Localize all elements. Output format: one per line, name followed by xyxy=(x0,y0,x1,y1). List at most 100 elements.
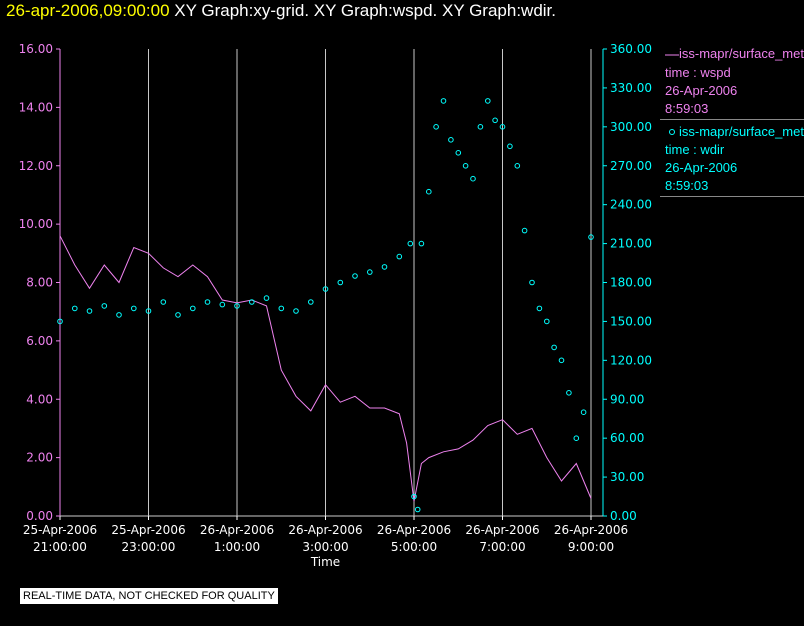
wdir-point xyxy=(440,98,447,104)
header-graph-titles: XY Graph:xy-grid. XY Graph:wspd. XY Grap… xyxy=(174,1,557,20)
wdir-point xyxy=(190,305,196,312)
right-tick-label: 300.00 xyxy=(610,120,652,134)
wdir-point xyxy=(234,303,240,309)
right-tick-label: 30.00 xyxy=(610,470,644,484)
left-tick-label: 0.00 xyxy=(26,509,53,523)
x-tick-label-date: 26-Apr-2006 xyxy=(377,523,451,537)
left-tick-label: 14.00 xyxy=(19,100,53,114)
wdir-point xyxy=(492,117,498,124)
x-axis-title: Time xyxy=(310,555,340,569)
wdir-point xyxy=(536,305,543,312)
wdir-point xyxy=(249,299,255,305)
wdir-point xyxy=(367,269,373,275)
legend-wdir-date: 26-Apr-2006 xyxy=(665,160,738,176)
axes xyxy=(56,48,607,520)
legend-wspd: iss-mapr/surface_met time : wspd 26-Apr-… xyxy=(660,44,804,120)
legend: iss-mapr/surface_met time : wspd 26-Apr-… xyxy=(660,44,804,198)
wdir-point xyxy=(101,303,108,309)
right-tick-label: 180.00 xyxy=(610,276,652,290)
x-tick-label-time: 3:00:00 xyxy=(302,540,348,554)
x-tick-label-date: 26-Apr-2006 xyxy=(465,523,539,537)
wdir-point xyxy=(308,299,314,305)
x-tick-label-time: 7:00:00 xyxy=(479,540,525,554)
x-tick-label-date: 26-Apr-2006 xyxy=(554,523,628,537)
left-tick-label: 12.00 xyxy=(19,159,53,173)
legend-wdir-series-row: iss-mapr/surface_met xyxy=(665,123,804,142)
wdir-point xyxy=(411,493,417,500)
x-tick-label-time: 21:00:00 xyxy=(33,540,87,554)
quality-disclaimer: REAL-TIME DATA, NOT CHECKED FOR QUALITY xyxy=(20,588,278,604)
right-tick-label: 330.00 xyxy=(610,81,652,95)
wdir-point xyxy=(485,98,491,104)
wdir-point xyxy=(337,279,344,286)
left-tick-label: 2.00 xyxy=(26,451,53,465)
wdir-point xyxy=(499,124,506,130)
right-tick-label: 90.00 xyxy=(610,392,644,406)
x-tick-label-date: 26-Apr-2006 xyxy=(288,523,362,537)
legend-wspd-time: 8:59:03 xyxy=(665,100,709,116)
wdir-point xyxy=(322,286,329,292)
wdir-point xyxy=(145,308,152,314)
right-tick-label: 360.00 xyxy=(610,42,652,56)
left-tick-label: 6.00 xyxy=(26,334,53,348)
right-tick-label: 240.00 xyxy=(610,198,652,212)
wdir-point xyxy=(507,143,513,150)
wdir-point xyxy=(396,253,403,260)
wdir-point xyxy=(204,299,211,305)
legend-wdir: iss-mapr/surface_met time : wdir 26-Apr-… xyxy=(660,122,804,198)
grid-lines xyxy=(148,49,592,516)
legend-wspd-series-row: iss-mapr/surface_met xyxy=(665,45,804,64)
wspd-series xyxy=(59,235,592,502)
wdir-point xyxy=(529,279,535,286)
legend-wspd-variable: time : wspd xyxy=(665,64,731,80)
left-tick-label: 4.00 xyxy=(26,392,53,406)
legend-wdir-series: iss-mapr/surface_met xyxy=(679,123,804,139)
wdir-point xyxy=(160,299,167,305)
x-tick-label-time: 9:00:00 xyxy=(568,540,614,554)
right-tick-label: 210.00 xyxy=(610,237,652,251)
wdir-point xyxy=(544,318,550,325)
x-tick-label-date: 25-Apr-2006 xyxy=(111,523,185,537)
wdir-point xyxy=(263,295,270,301)
left-tick-label: 10.00 xyxy=(19,217,53,231)
wdir-point xyxy=(588,234,594,240)
wspd-line xyxy=(59,235,592,502)
wdir-point xyxy=(407,240,414,247)
right-tick-label: 150.00 xyxy=(610,314,652,328)
wdir-point xyxy=(580,409,587,416)
header-date: 26-apr-2006,09:00:00 xyxy=(6,1,170,20)
wdir-point xyxy=(175,312,181,318)
chart-header: 26-apr-2006,09:00:00 XY Graph:xy-grid. X… xyxy=(6,1,556,21)
right-tick-label: 0.00 xyxy=(610,509,637,523)
wdir-point xyxy=(514,163,521,169)
wdir-point xyxy=(278,305,285,312)
wdir-point xyxy=(426,188,432,195)
wdir-point xyxy=(470,175,476,182)
right-tick-label: 270.00 xyxy=(610,159,652,173)
tick-labels: 25-Apr-2006 21:00:00 25-Apr-2006 23:00:00 26… xyxy=(19,42,652,569)
right-tick-label: 60.00 xyxy=(610,431,644,445)
wdir-point xyxy=(573,435,580,442)
wdir-point xyxy=(352,273,358,279)
wdir-point xyxy=(72,305,78,312)
left-tick-label: 8.00 xyxy=(26,276,53,290)
wdir-series xyxy=(57,98,594,513)
wdir-point xyxy=(551,344,557,351)
wdir-point xyxy=(448,137,454,143)
x-tick-label-time: 5:00:00 xyxy=(391,540,437,554)
wdir-point xyxy=(455,150,462,156)
wdir-point xyxy=(57,318,63,325)
wdir-point xyxy=(566,390,572,396)
wdir-point xyxy=(433,124,439,130)
wdir-point xyxy=(381,264,388,270)
wdir-point xyxy=(418,240,425,247)
legend-wdir-variable: time : wdir xyxy=(665,142,725,158)
x-tick-label-time: 23:00:00 xyxy=(122,540,176,554)
wdir-point xyxy=(477,124,484,130)
x-tick-label-date: 25-Apr-2006 xyxy=(23,523,97,537)
wdir-point xyxy=(462,163,469,169)
wdir-point xyxy=(219,301,226,308)
wdir-point xyxy=(293,308,299,314)
legend-wspd-series: iss-mapr/surface_met xyxy=(679,46,804,61)
